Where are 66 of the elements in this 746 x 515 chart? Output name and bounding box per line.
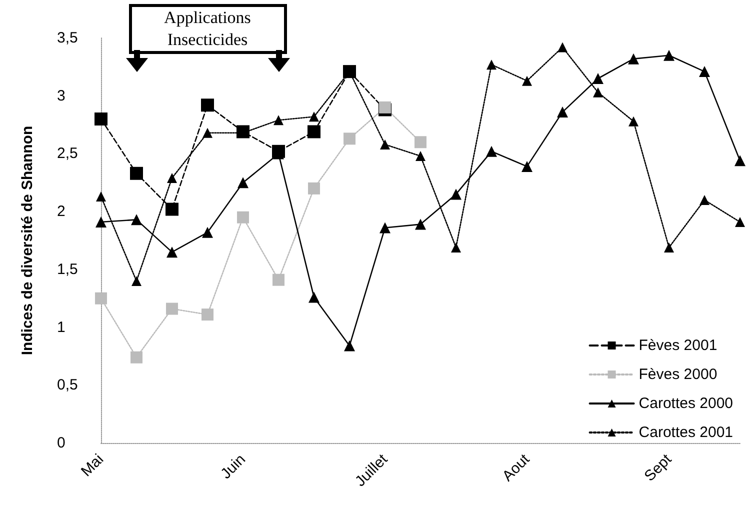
point — [238, 177, 248, 188]
point — [94, 112, 108, 126]
point — [131, 214, 142, 226]
y-tick-label: 0,5 — [57, 376, 78, 394]
point — [379, 101, 391, 114]
point — [522, 76, 532, 86]
point — [130, 351, 142, 364]
callout-box: Applications Insecticides — [128, 4, 286, 54]
point — [664, 50, 674, 61]
point — [308, 182, 320, 194]
point — [166, 202, 178, 216]
point — [274, 115, 284, 126]
y-axis-title: Indices de diversité de Shannon — [19, 126, 36, 356]
point — [202, 128, 212, 138]
y-tick-label: 1 — [57, 318, 66, 336]
point — [450, 188, 462, 200]
point — [416, 151, 426, 162]
point — [344, 340, 355, 352]
y-tick-label: 3,5 — [57, 30, 78, 46]
point — [415, 218, 426, 230]
y-tick-label: 3 — [57, 87, 66, 104]
point — [700, 195, 710, 205]
point — [734, 155, 746, 166]
point — [628, 116, 638, 126]
legend-label: Carottes 2001 — [638, 424, 734, 441]
point — [308, 292, 320, 303]
point — [558, 42, 568, 52]
point — [522, 160, 532, 172]
point — [202, 226, 213, 238]
point — [95, 292, 107, 304]
point — [201, 98, 214, 112]
point — [166, 302, 178, 315]
point — [414, 136, 426, 148]
point — [237, 211, 249, 224]
point — [130, 166, 143, 180]
y-tick-label: 2,5 — [57, 145, 78, 162]
legend-label: Fèves 2001 — [638, 337, 718, 354]
point — [96, 216, 106, 228]
point — [593, 87, 603, 98]
point — [308, 125, 320, 138]
legend-label: Fèves 2000 — [638, 366, 718, 383]
x-tick-label: Juin — [218, 450, 250, 482]
point — [628, 53, 639, 64]
point — [202, 308, 214, 321]
point — [309, 112, 319, 122]
point — [380, 139, 390, 150]
point — [664, 242, 674, 252]
y-tick-label: 2 — [57, 203, 66, 220]
point — [96, 192, 106, 202]
y-tick-label: 0 — [57, 434, 66, 452]
point — [699, 66, 710, 78]
y-tick-label: 1,5 — [57, 260, 78, 278]
point — [735, 216, 745, 227]
point — [132, 276, 142, 286]
point — [167, 173, 177, 184]
point — [451, 242, 461, 252]
point — [486, 60, 496, 70]
point — [380, 222, 390, 234]
point — [557, 106, 568, 118]
point — [344, 132, 356, 145]
x-tick-label: Mai — [78, 450, 108, 480]
point — [166, 246, 178, 258]
point — [272, 274, 284, 286]
point — [592, 73, 604, 84]
point — [486, 146, 497, 157]
legend-label: Carottes 2000 — [638, 395, 734, 412]
